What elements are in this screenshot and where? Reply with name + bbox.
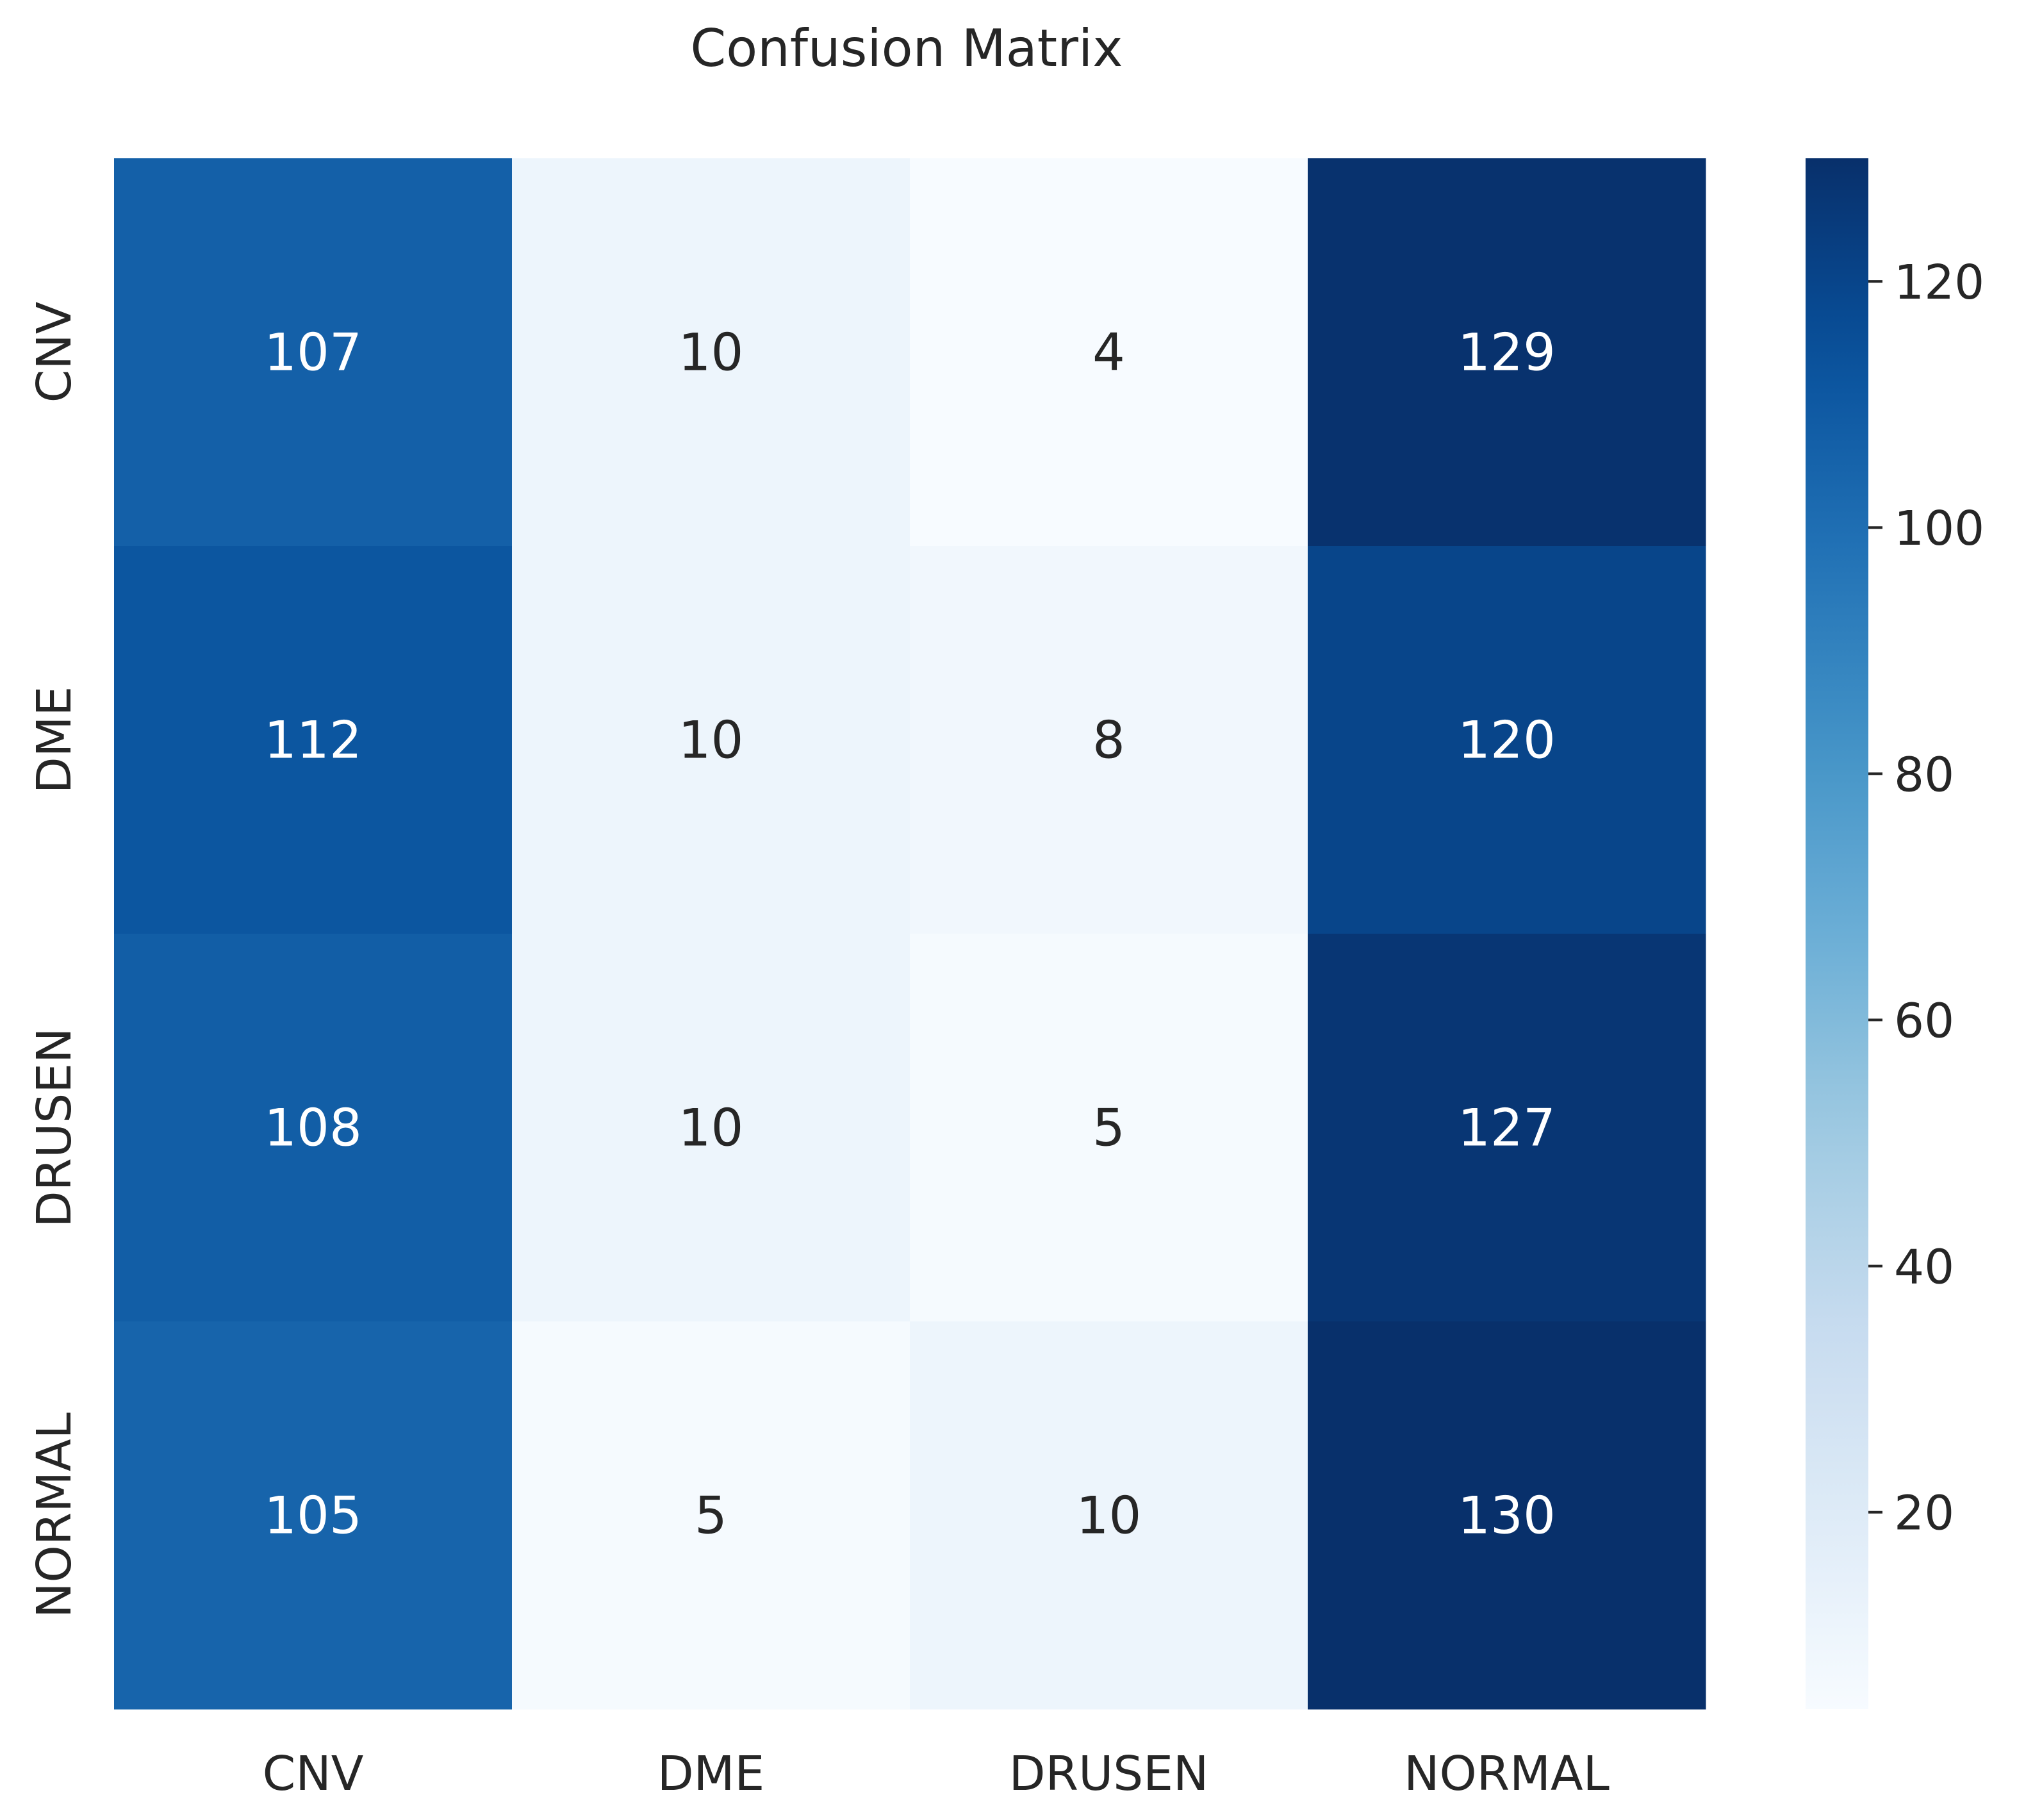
heatmap-cell <box>512 1321 910 1710</box>
colorbar: 20 40 60 80 100 120 <box>1806 158 1984 1709</box>
cell-value-label: 10 <box>679 711 744 770</box>
x-tick-label: CNV <box>263 1746 364 1801</box>
heatmap-cell <box>1308 546 1706 934</box>
x-tick-labels: CNV DME DRUSEN NORMAL <box>263 1746 1610 1801</box>
colorbar-tick-label: 80 <box>1894 747 1954 802</box>
heatmap-cell <box>114 1321 513 1710</box>
cell-value-label: 10 <box>1076 1486 1142 1546</box>
colorbar-gradient <box>1806 158 1868 1709</box>
x-tick-label: DRUSEN <box>1009 1746 1209 1801</box>
cell-value-label: 105 <box>264 1486 362 1546</box>
y-tick-label: DRUSEN <box>27 1028 82 1228</box>
y-tick-labels: CNV DME DRUSEN NORMAL <box>27 301 82 1618</box>
colorbar-tick-label: 40 <box>1894 1240 1954 1295</box>
cell-value-label: 129 <box>1458 323 1556 383</box>
cell-value-label: 5 <box>1092 1098 1125 1158</box>
heatmap-cell <box>114 546 513 934</box>
heatmap-cell <box>910 546 1308 934</box>
cell-value-label: 120 <box>1458 711 1556 770</box>
y-tick-label: NORMAL <box>27 1412 82 1618</box>
heatmap-cell <box>114 934 513 1322</box>
cell-value-label: 130 <box>1458 1486 1556 1546</box>
heatmap-cell <box>1308 934 1706 1322</box>
cell-value-label: 112 <box>264 711 362 770</box>
cell-value-label: 10 <box>679 1098 744 1158</box>
heatmap-cell <box>1308 158 1706 547</box>
y-tick-label: CNV <box>27 301 82 402</box>
cell-value-label: 108 <box>264 1098 362 1158</box>
heatmap-cell <box>512 934 910 1322</box>
heatmap-cell <box>512 158 910 547</box>
colorbar-tick-label: 100 <box>1894 501 1984 556</box>
heatmap-cell <box>910 1321 1308 1710</box>
x-tick-label: NORMAL <box>1404 1746 1610 1801</box>
chart-title: Confusion Matrix <box>690 19 1123 78</box>
cell-value-label: 10 <box>679 323 744 383</box>
heatmap-cell <box>512 546 910 934</box>
cell-value-label: 127 <box>1458 1098 1556 1158</box>
y-tick-label: DME <box>27 686 82 794</box>
cell-value-label: 8 <box>1092 711 1125 770</box>
heatmap-cell <box>1308 1321 1706 1710</box>
cell-value-label: 5 <box>695 1486 727 1546</box>
colorbar-tick-label: 20 <box>1894 1486 1954 1541</box>
heatmap-cell <box>910 934 1308 1322</box>
colorbar-tick-label: 120 <box>1894 255 1984 310</box>
heatmap-cell <box>114 158 513 547</box>
cell-value-label: 107 <box>264 323 362 383</box>
heatmap-cell <box>910 158 1308 547</box>
x-tick-label: DME <box>657 1746 765 1801</box>
cell-value-label: 4 <box>1092 323 1125 383</box>
colorbar-tick-label: 60 <box>1894 993 1954 1048</box>
